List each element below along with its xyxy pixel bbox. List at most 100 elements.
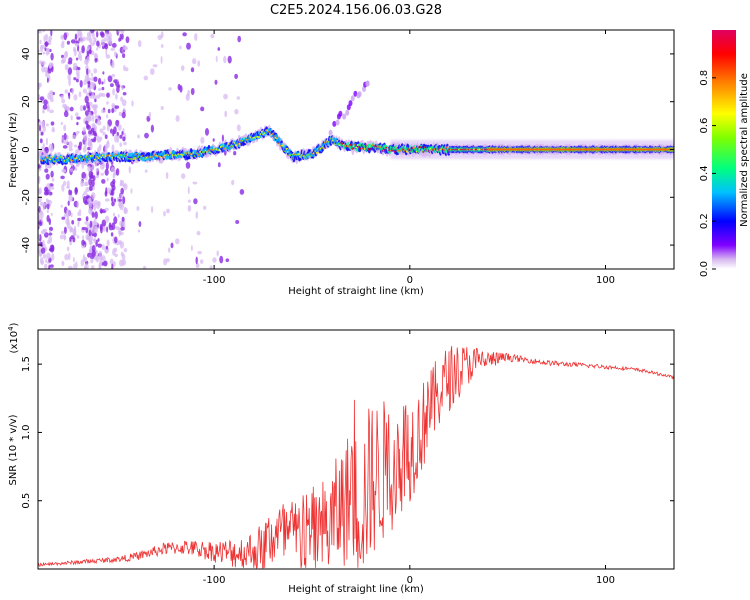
heatmap-x-axis-label: Height of straight line (km) [288, 286, 424, 297]
heatmap-noise-cell [75, 57, 79, 61]
heatmap-noise-cell [40, 256, 44, 264]
snr-y-tick-label: 0.5 [21, 493, 32, 509]
heatmap-noise-cell [87, 137, 91, 145]
heatmap-noise-cell [46, 214, 50, 223]
heatmap-noise-cell [41, 123, 45, 128]
heatmap-noise-cell [107, 75, 113, 83]
heatmap-noise-cell [89, 112, 92, 118]
heatmap-noise-cell [59, 234, 64, 240]
heatmap-noise-cell [60, 204, 63, 208]
heatmap-noise-cell [170, 242, 174, 249]
heatmap-noise-cell [77, 217, 82, 221]
heatmap-noise-cell [119, 241, 124, 249]
heatmap-noise-cell [128, 166, 131, 174]
heatmap-noise-cell [47, 239, 50, 245]
heatmap-noise-cell [60, 175, 65, 180]
heatmap-noise-cell [83, 191, 87, 195]
heatmap-noise-cell [219, 255, 224, 264]
heatmap-noise-cell [110, 232, 114, 237]
heatmap-noise-cell [114, 51, 117, 57]
heatmap-noise-cell [121, 111, 126, 119]
heatmap-noise-cell [197, 250, 202, 255]
snr-x-tick-label: 100 [596, 575, 615, 586]
heatmap-noise-cell [101, 86, 105, 91]
heatmap-noise-cell [48, 226, 54, 232]
heatmap-noise-cell [105, 245, 108, 250]
heatmap-noise-cell [72, 233, 77, 237]
heatmap-noise-cell [98, 144, 102, 149]
heatmap-noise-cell [76, 116, 81, 120]
heatmap-noise-cell [69, 168, 74, 172]
heatmap-noise-cell [121, 99, 127, 107]
heatmap-noise-cell [102, 125, 106, 131]
heatmap-noise-cell [49, 244, 55, 253]
heatmap-noise-cell [101, 42, 106, 47]
heatmap-noise-cell [43, 35, 46, 43]
heatmap-branch-cell [350, 95, 355, 102]
heatmap-noise-cell [121, 131, 124, 136]
heatmap-noise-cell [96, 40, 100, 47]
heatmap-noise-cell [101, 244, 105, 251]
heatmap-noise-cell [38, 234, 41, 240]
heatmap-noise-cell [85, 114, 91, 122]
heatmap-noise-cell [42, 253, 47, 259]
heatmap-noise-cell [106, 101, 109, 105]
heatmap-noise-cell [136, 206, 140, 211]
heatmap-noise-cell [78, 91, 82, 98]
heatmap-noise-cell [75, 78, 79, 83]
heatmap-noise-cell [104, 134, 108, 139]
heatmap-noise-cell [98, 77, 102, 85]
heatmap-noise-cell [84, 221, 89, 225]
heatmap-noise-cell [77, 30, 82, 36]
heatmap-noise-cell [119, 231, 124, 236]
heatmap-noise-cell [113, 79, 118, 84]
heatmap-noise-cell [137, 40, 142, 48]
heatmap-y-axis-label: Frequency (Hz) [8, 112, 19, 188]
heatmap-noise-cell [42, 202, 46, 211]
heatmap-noise-cell [40, 247, 46, 254]
heatmap-noise-cell [217, 162, 221, 168]
heatmap-noise-cell [75, 261, 78, 269]
heatmap-noise-cell [48, 232, 53, 236]
heatmap-noise-cell [46, 123, 49, 127]
colorbar-gradient [712, 30, 736, 269]
heatmap-noise-cell [51, 253, 55, 261]
heatmap-noise-cell [205, 127, 209, 136]
heatmap-noise-cell [38, 82, 41, 91]
heatmap-noise-cell [60, 42, 65, 49]
heatmap-noise-cell [239, 189, 245, 195]
heatmap-noise-cell [111, 42, 117, 48]
heatmap-noise-cell [104, 43, 109, 50]
heatmap-noise-cell [48, 74, 51, 82]
heatmap-branch-cell [345, 109, 350, 116]
snr-frame [37, 329, 675, 570]
heatmap-noise-cell [89, 220, 93, 229]
heatmap-noise-cell [42, 142, 45, 149]
heatmap-noise-cell [110, 47, 116, 51]
heatmap-noise-cell [117, 30, 121, 33]
heatmap-noise-cell [82, 127, 86, 133]
heatmap-noise-cell [120, 30, 125, 35]
heatmap-noise-cell [181, 173, 186, 180]
colorbar-tick-label: 0.8 [699, 70, 710, 86]
heatmap-noise-cell [175, 238, 180, 245]
heatmap-noise-cell [112, 178, 116, 185]
heatmap-noise-cell [223, 93, 228, 100]
heatmap-noise-cell [83, 133, 88, 141]
heatmap-noise-cell [91, 228, 96, 234]
heatmap-noise-cell [38, 124, 42, 132]
heatmap-noise-cell [123, 248, 128, 253]
heatmap-noise-cell [235, 220, 240, 224]
heatmap-noise-cell [179, 45, 182, 50]
heatmap-noise-cell [151, 206, 154, 214]
heatmap-noise-cell [166, 258, 170, 263]
heatmap-noise-cell [68, 78, 71, 87]
heatmap-noise-cell [223, 55, 227, 64]
heatmap-noise-cell [42, 30, 46, 33]
heatmap-noise-cell [60, 94, 64, 100]
heatmap-noise-cell [193, 198, 198, 205]
heatmap-noise-cell [89, 185, 93, 192]
heatmap-branch-cell [328, 129, 333, 136]
heatmap-noise-cell [103, 78, 106, 85]
heatmap-noise-cell [166, 208, 170, 214]
